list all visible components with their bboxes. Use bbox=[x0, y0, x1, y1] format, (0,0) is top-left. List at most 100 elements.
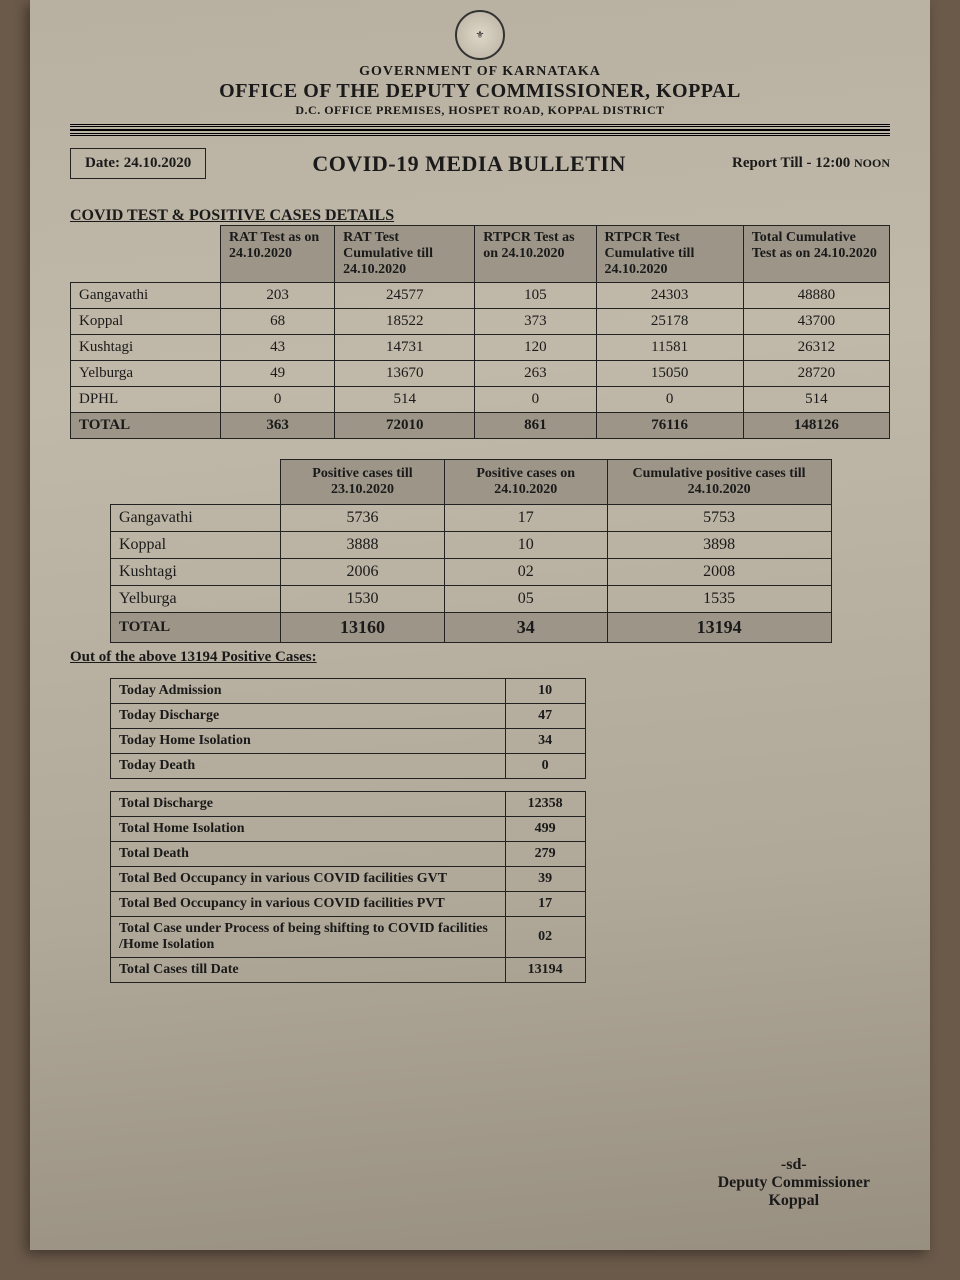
report-till: Report Till - 12:00 NOON bbox=[732, 155, 890, 172]
table-cell: 43 bbox=[221, 335, 335, 361]
row-value: 12358 bbox=[505, 792, 585, 817]
table-cell: 02 bbox=[444, 559, 607, 586]
row-value: 02 bbox=[505, 917, 585, 958]
row-label: TOTAL bbox=[71, 413, 221, 439]
row-label: Today Discharge bbox=[111, 704, 506, 729]
table-row: Gangavathi5736175753 bbox=[111, 505, 832, 532]
table-cell: 68 bbox=[221, 309, 335, 335]
row-label: Today Home Isolation bbox=[111, 729, 506, 754]
report-till-time: 12:00 bbox=[815, 155, 854, 171]
table-cell: 13160 bbox=[281, 613, 445, 643]
table-cell: 05 bbox=[444, 586, 607, 613]
signature-block: -sd- Deputy Commissioner Koppal bbox=[718, 1156, 870, 1210]
table-cell: 11581 bbox=[596, 335, 743, 361]
table-row: Koppal3888103898 bbox=[111, 532, 832, 559]
row-label: Yelburga bbox=[71, 361, 221, 387]
table-cell: 0 bbox=[475, 387, 596, 413]
row-label: Total Discharge bbox=[111, 792, 506, 817]
government-line: GOVERNMENT OF KARNATAKA bbox=[70, 64, 890, 80]
col-header: RTPCR Test as on 24.10.2020 bbox=[475, 226, 596, 283]
row-value: 13194 bbox=[505, 958, 585, 983]
table-cell: 13670 bbox=[335, 361, 475, 387]
positive-cases-note: Out of the above 13194 Positive Cases: bbox=[70, 649, 890, 666]
table-cell: 373 bbox=[475, 309, 596, 335]
table-cell: 14731 bbox=[335, 335, 475, 361]
table-cell: 17 bbox=[444, 505, 607, 532]
signature-sd: -sd- bbox=[718, 1156, 870, 1174]
today-summary-table: Today Admission10Today Discharge47Today … bbox=[110, 678, 586, 779]
meta-row: Date: 24.10.2020 COVID-19 MEDIA BULLETIN… bbox=[70, 148, 890, 179]
table-header-row: RAT Test as on 24.10.2020 RAT Test Cumul… bbox=[71, 226, 890, 283]
col-header: RAT Test Cumulative till 24.10.2020 bbox=[335, 226, 475, 283]
table-cell: 263 bbox=[475, 361, 596, 387]
positive-cases-table: Positive cases till 23.10.2020 Positive … bbox=[110, 459, 832, 643]
table-cell: 2006 bbox=[281, 559, 445, 586]
table-row: Total Bed Occupancy in various COVID fac… bbox=[111, 892, 586, 917]
report-till-prefix: Report Till - bbox=[732, 155, 815, 171]
table-cell: 25178 bbox=[596, 309, 743, 335]
table-row: Today Discharge47 bbox=[111, 704, 586, 729]
state-emblem-icon: ⚜ bbox=[455, 10, 505, 60]
row-value: 10 bbox=[505, 679, 585, 704]
totals-summary-table: Total Discharge12358Total Home Isolation… bbox=[110, 791, 586, 983]
table-row: Kushtagi2006022008 bbox=[111, 559, 832, 586]
table-row: Total Discharge12358 bbox=[111, 792, 586, 817]
table-total-row: TOTAL131603413194 bbox=[111, 613, 832, 643]
col-header: RAT Test as on 24.10.2020 bbox=[221, 226, 335, 283]
table-cell: 0 bbox=[221, 387, 335, 413]
table-row: Gangavathi203245771052430348880 bbox=[71, 283, 890, 309]
table-cell: 148126 bbox=[743, 413, 889, 439]
row-value: 17 bbox=[505, 892, 585, 917]
row-label: Kushtagi bbox=[71, 335, 221, 361]
table-row: DPHL051400514 bbox=[71, 387, 890, 413]
table-row: Yelburga49136702631505028720 bbox=[71, 361, 890, 387]
row-label: Total Death bbox=[111, 842, 506, 867]
table-cell: 120 bbox=[475, 335, 596, 361]
row-label: Gangavathi bbox=[111, 505, 281, 532]
col-header: Cumulative positive cases till 24.10.202… bbox=[607, 460, 831, 505]
table-cell: 18522 bbox=[335, 309, 475, 335]
office-title: OFFICE OF THE DEPUTY COMMISSIONER, KOPPA… bbox=[70, 80, 890, 103]
bulletin-title: COVID-19 MEDIA BULLETIN bbox=[312, 151, 625, 177]
table-cell: 5753 bbox=[607, 505, 831, 532]
table-cell: 34 bbox=[444, 613, 607, 643]
table-row: Today Home Isolation34 bbox=[111, 729, 586, 754]
signature-place: Koppal bbox=[718, 1192, 870, 1210]
table-row: Total Bed Occupancy in various COVID fac… bbox=[111, 867, 586, 892]
table-row: Total Cases till Date13194 bbox=[111, 958, 586, 983]
col-header: RTPCR Test Cumulative till 24.10.2020 bbox=[596, 226, 743, 283]
table-cell: 26312 bbox=[743, 335, 889, 361]
office-address: D.C. OFFICE PREMISES, HOSPET ROAD, KOPPA… bbox=[70, 103, 890, 118]
row-value: 39 bbox=[505, 867, 585, 892]
row-label: Gangavathi bbox=[71, 283, 221, 309]
table-cell: 514 bbox=[743, 387, 889, 413]
header-rule bbox=[70, 124, 890, 136]
table-cell: 15050 bbox=[596, 361, 743, 387]
table-row: Total Death279 bbox=[111, 842, 586, 867]
row-value: 279 bbox=[505, 842, 585, 867]
table-cell: 861 bbox=[475, 413, 596, 439]
table-cell: 1535 bbox=[607, 586, 831, 613]
table-cell: 13194 bbox=[607, 613, 831, 643]
table-cell: 10 bbox=[444, 532, 607, 559]
row-label: Today Death bbox=[111, 754, 506, 779]
row-label: Koppal bbox=[71, 309, 221, 335]
table-row: Today Admission10 bbox=[111, 679, 586, 704]
table-row: Kushtagi43147311201158126312 bbox=[71, 335, 890, 361]
row-label: Kushtagi bbox=[111, 559, 281, 586]
table-row: Total Case under Process of being shifti… bbox=[111, 917, 586, 958]
table-cell: 5736 bbox=[281, 505, 445, 532]
table-row: Yelburga1530051535 bbox=[111, 586, 832, 613]
row-label: Yelburga bbox=[111, 586, 281, 613]
table-cell: 24577 bbox=[335, 283, 475, 309]
table-total-row: TOTAL3637201086176116148126 bbox=[71, 413, 890, 439]
row-label: Total Bed Occupancy in various COVID fac… bbox=[111, 867, 506, 892]
signature-title: Deputy Commissioner bbox=[718, 1174, 870, 1192]
row-value: 0 bbox=[505, 754, 585, 779]
row-label: Today Admission bbox=[111, 679, 506, 704]
row-value: 499 bbox=[505, 817, 585, 842]
table-cell: 28720 bbox=[743, 361, 889, 387]
col-header: Total Cumulative Test as on 24.10.2020 bbox=[743, 226, 889, 283]
col-header: Positive cases on 24.10.2020 bbox=[444, 460, 607, 505]
table-cell: 43700 bbox=[743, 309, 889, 335]
